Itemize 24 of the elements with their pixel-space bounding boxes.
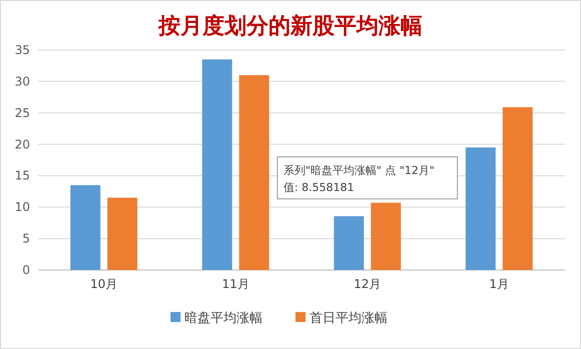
y-tick-label: 15 — [14, 168, 30, 183]
bar — [370, 202, 401, 270]
y-tick-label: 20 — [14, 137, 30, 152]
y-tick-label: 25 — [14, 106, 30, 120]
chart-title: 按月度划分的新股平均涨幅 — [158, 13, 422, 39]
bar — [70, 185, 100, 270]
annotation: 系列"暗盘平均涨幅" 点 "12月" 值: 8.558181 — [283, 164, 435, 194]
bar — [107, 198, 138, 270]
bar — [202, 59, 232, 270]
bar — [239, 75, 270, 270]
y-tick-label: 0 — [22, 263, 30, 277]
x-tick-label: 12月 — [354, 277, 382, 291]
y-tick-label: 35 — [14, 43, 30, 57]
legend-label: 暗盘平均涨幅 — [184, 311, 262, 326]
bar — [466, 147, 496, 270]
x-tick-label: 11月 — [222, 277, 250, 291]
x-tick-label: 1月 — [489, 277, 509, 291]
y-tick-label: 10 — [14, 200, 30, 214]
bar — [502, 107, 533, 270]
legend-label: 首日平均涨幅 — [310, 311, 388, 326]
y-tick-label: 5 — [22, 232, 30, 246]
x-tick-label: 10月 — [90, 277, 118, 291]
bar — [334, 216, 364, 270]
y-tick-label: 30 — [14, 74, 30, 88]
